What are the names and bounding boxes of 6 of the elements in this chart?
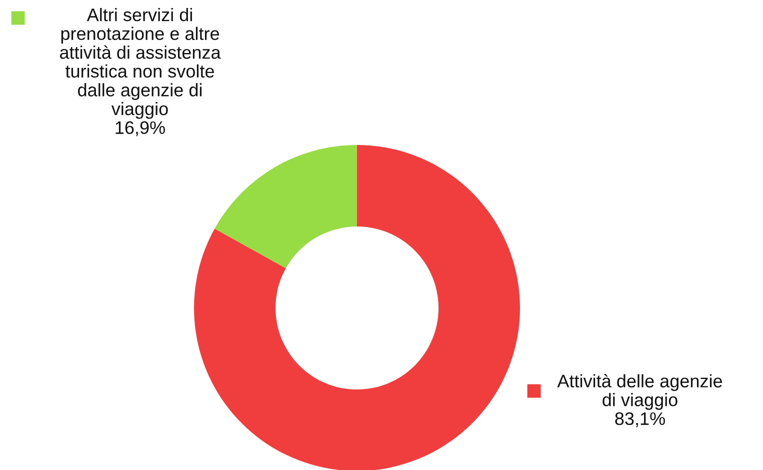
data-label: 16,9%	[116, 121, 165, 136]
donut-slice	[214, 145, 357, 268]
data-label: 83,1%	[615, 412, 665, 428]
slice-label: Altri servizi di prenotazione e altre attività di assistenza turistica non svolte dalle agenzie di viaggio	[60, 8, 221, 119]
legend-label: Attività delle agenzie di viaggio	[557, 374, 722, 410]
donut-slice	[194, 145, 520, 470]
